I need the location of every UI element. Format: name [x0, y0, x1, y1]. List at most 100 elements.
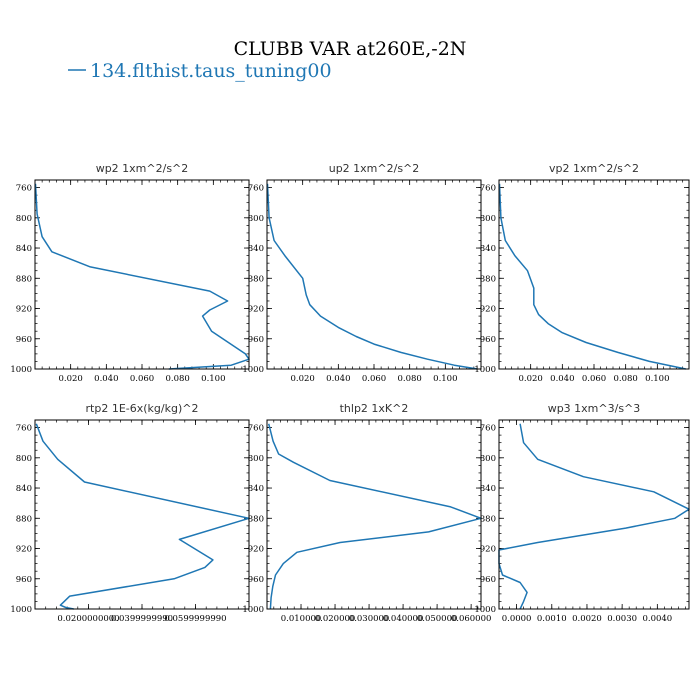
subplot-1: wp2 1xm^2/s^2 760 800 840 880 920 960 1000 0.020…	[10, 162, 250, 384]
subplot-title: up2 1xm^2/s^2	[329, 162, 420, 175]
y-tick-label: 840	[16, 484, 32, 494]
subplot-4: rtp2 1E-6x(kg/kg)^2 760 800 840 880 920 960 100…	[10, 402, 250, 624]
x-tick-label: 0.0040	[642, 614, 672, 624]
series-line	[35, 423, 250, 610]
x-tick-label: 0.050000	[417, 614, 458, 624]
plot-frame	[498, 179, 690, 370]
series-line	[498, 183, 686, 370]
x-tick-label: 0.080	[613, 374, 637, 384]
series-line	[498, 423, 690, 610]
y-tick-label: 1000	[474, 605, 496, 615]
y-tick-label: 880	[248, 514, 264, 524]
x-tick-label: 0.0010	[537, 614, 567, 624]
x-tick-label: 0.020	[58, 374, 82, 384]
plot-frame	[266, 179, 482, 370]
x-tick-label: 0.0399999990	[111, 614, 173, 624]
y-tick-label: 840	[248, 484, 264, 494]
series-line	[34, 183, 250, 370]
y-tick-label: 1000	[242, 365, 264, 375]
y-tick-label: 960	[16, 575, 32, 585]
x-tick-label: 0.040	[94, 374, 118, 384]
subplot-5: thlp2 1xK^2 760 800 840 880 920 960 1000 0.01000…	[242, 402, 491, 624]
figure-title: CLUBB VAR at260E,-2N	[234, 38, 467, 60]
y-tick-label: 760	[248, 424, 264, 434]
x-tick-label: 0.0200000000	[57, 614, 119, 624]
y-tick-label: 920	[16, 305, 32, 315]
x-tick-label: 0.060	[362, 374, 386, 384]
y-tick-label: 880	[480, 514, 496, 524]
y-tick-label: 760	[480, 424, 496, 434]
x-tick-label: 0.030000	[349, 614, 390, 624]
x-tick-label: 0.080	[165, 374, 189, 384]
subplot-title: wp3 1xm^3/s^3	[548, 402, 641, 415]
plot-frame	[498, 419, 690, 610]
x-tick-label: 0.080	[397, 374, 421, 384]
x-tick-label: 0.0599999990	[164, 614, 226, 624]
y-tick-label: 920	[248, 545, 264, 555]
x-tick-label: 0.060000	[451, 614, 492, 624]
y-tick-label: 880	[16, 274, 32, 284]
x-tick-label: 0.060	[582, 374, 606, 384]
y-tick-label: 800	[480, 214, 496, 224]
subplot-3: vp2 1xm^2/s^2 760 800 840 880 920 960 1000 0.020…	[474, 162, 690, 384]
series-line	[267, 423, 482, 610]
series-line	[266, 183, 478, 370]
x-tick-label: 0.0030	[607, 614, 637, 624]
y-tick-label: 920	[248, 305, 264, 315]
y-tick-label: 840	[16, 244, 32, 254]
y-tick-label: 880	[248, 274, 264, 284]
y-tick-label: 840	[480, 244, 496, 254]
x-tick-label: 0.100	[645, 374, 669, 384]
subplot-title: thlp2 1xK^2	[340, 402, 409, 415]
x-tick-label: 0.020000	[315, 614, 356, 624]
legend: 134.flthist.taus_tuning00	[68, 60, 332, 82]
y-tick-label: 840	[248, 244, 264, 254]
x-tick-label: 0.100	[201, 374, 225, 384]
x-tick-label: 0.010000	[281, 614, 322, 624]
y-tick-label: 800	[480, 454, 496, 464]
y-tick-label: 920	[16, 545, 32, 555]
y-tick-label: 800	[16, 214, 32, 224]
y-tick-label: 1000	[10, 365, 32, 375]
y-tick-label: 960	[248, 335, 264, 345]
x-tick-label: 0.040000	[383, 614, 424, 624]
x-tick-label: 0.060	[130, 374, 154, 384]
plot-frame	[266, 419, 482, 610]
x-tick-label: 0.040	[326, 374, 350, 384]
subplot-grid: wp2 1xm^2/s^2 760 800 840 880 920 960 1000 0.020…	[10, 162, 690, 624]
y-tick-label: 1000	[10, 605, 32, 615]
subplot-2: up2 1xm^2/s^2 760 800 840 880 920 960 1000 0.020…	[242, 162, 482, 384]
plot-frame	[34, 179, 250, 370]
y-tick-label: 800	[248, 214, 264, 224]
y-tick-label: 760	[16, 184, 32, 194]
x-tick-label: 0.0000	[502, 614, 532, 624]
y-tick-label: 960	[16, 335, 32, 345]
subplot-title: rtp2 1E-6x(kg/kg)^2	[86, 402, 199, 415]
y-tick-label: 920	[480, 545, 496, 555]
y-tick-label: 960	[480, 575, 496, 585]
y-tick-label: 1000	[474, 365, 496, 375]
legend-label: 134.flthist.taus_tuning00	[90, 60, 332, 82]
subplot-title: wp2 1xm^2/s^2	[96, 162, 189, 175]
y-tick-label: 800	[248, 454, 264, 464]
y-tick-label: 800	[16, 454, 32, 464]
x-tick-label: 0.100	[433, 374, 457, 384]
y-tick-label: 760	[16, 424, 32, 434]
y-tick-label: 960	[248, 575, 264, 585]
subplot-title: vp2 1xm^2/s^2	[549, 162, 639, 175]
y-tick-label: 880	[480, 274, 496, 284]
y-tick-label: 880	[16, 514, 32, 524]
y-tick-label: 1000	[242, 605, 264, 615]
x-tick-label: 0.020	[290, 374, 314, 384]
x-tick-label: 0.0020	[572, 614, 602, 624]
y-tick-label: 760	[248, 184, 264, 194]
x-tick-label: 0.040	[550, 374, 574, 384]
subplot-6: wp3 1xm^3/s^3 760 800 840 880 920 960 1000 0.000…	[474, 402, 690, 624]
y-tick-label: 960	[480, 335, 496, 345]
y-tick-label: 920	[480, 305, 496, 315]
y-tick-label: 760	[480, 184, 496, 194]
plot-frame	[34, 419, 250, 610]
y-tick-label: 840	[480, 484, 496, 494]
x-tick-label: 0.020	[518, 374, 542, 384]
